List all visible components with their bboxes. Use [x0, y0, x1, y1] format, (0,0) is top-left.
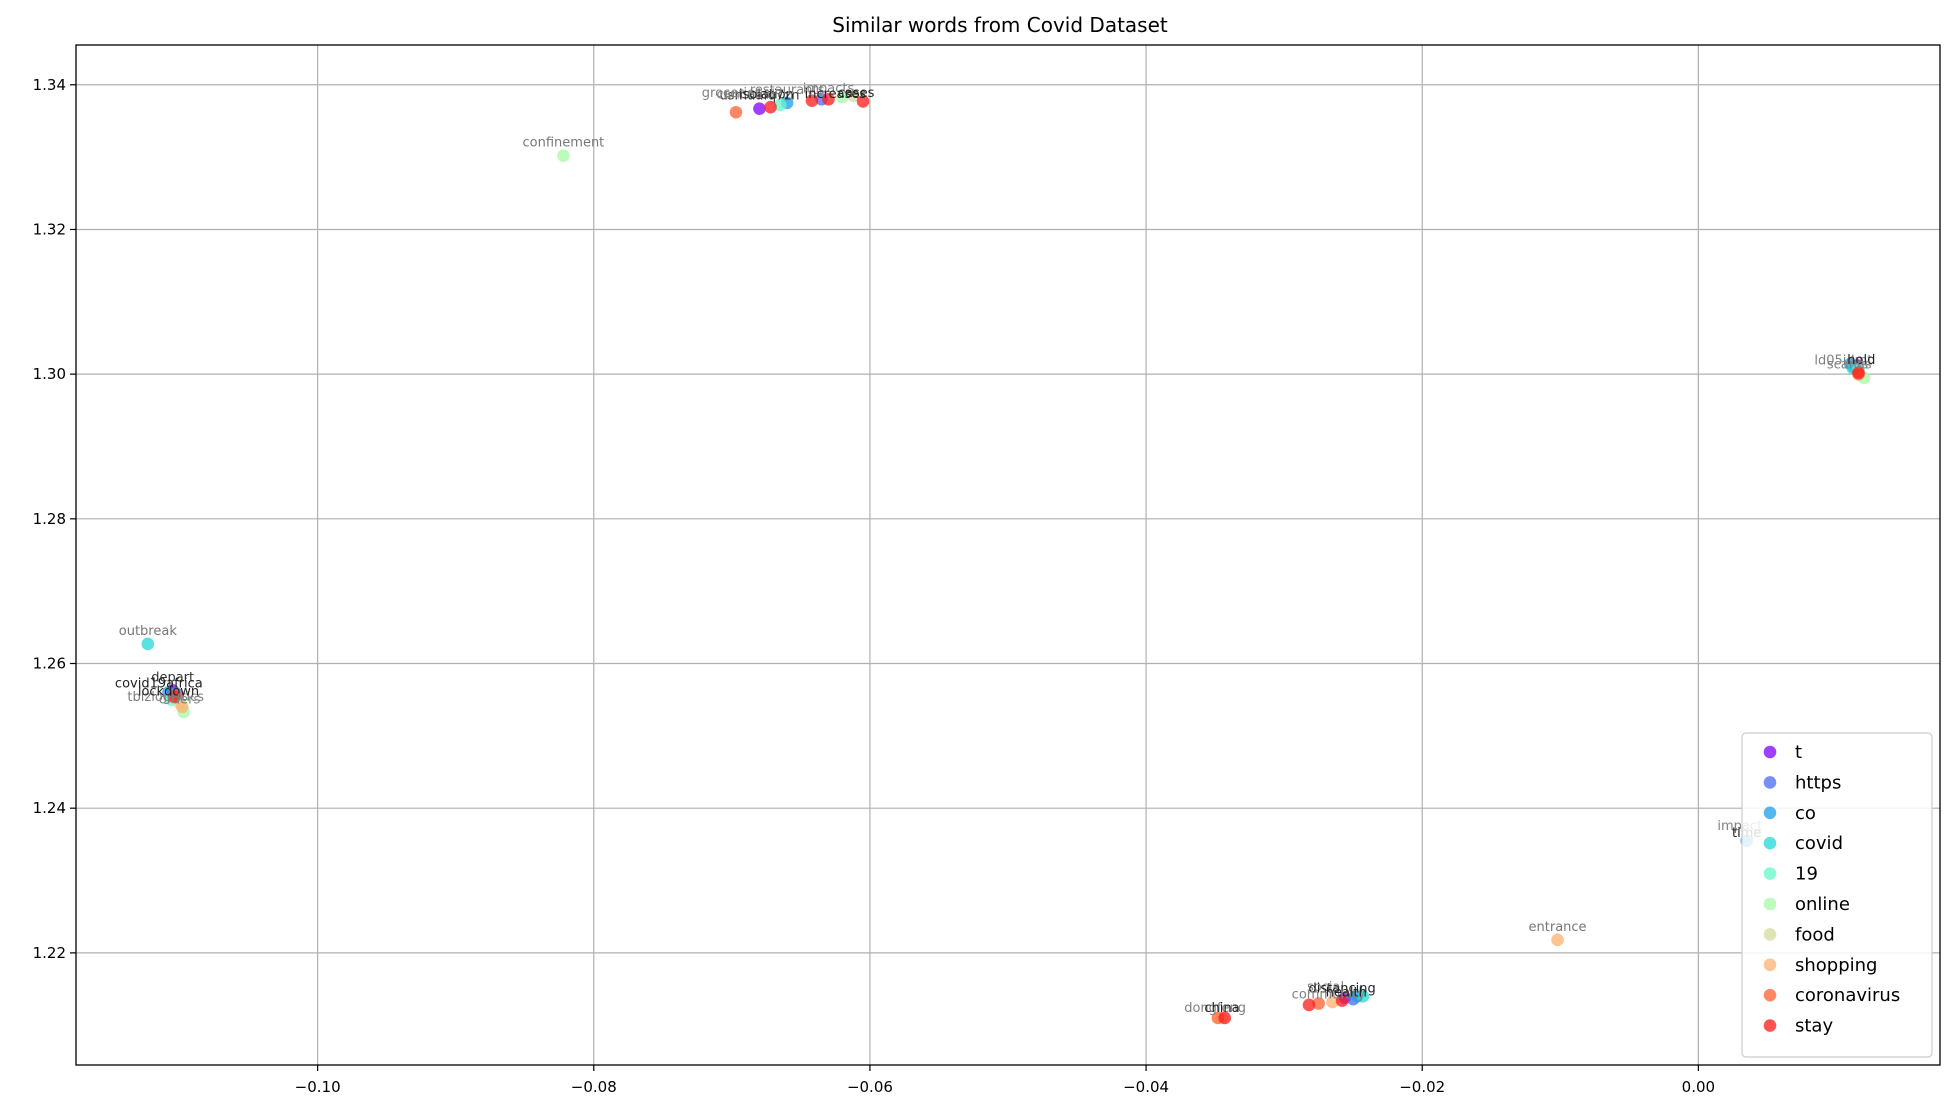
- legend-box: [1741, 732, 1933, 1058]
- x-tick-label: −0.08: [571, 1078, 617, 1096]
- point-19: [773, 98, 787, 112]
- legend-marker: [1763, 745, 1777, 759]
- point-label: entrance: [1529, 920, 1587, 935]
- y-tick-label: 1.24: [33, 799, 66, 817]
- word-annotation: tbizlogistics: [127, 690, 204, 705]
- grid: [76, 45, 1940, 1065]
- word-annotation: cases: [838, 86, 875, 101]
- word-annotation: community: [1292, 987, 1366, 1002]
- point-online: [836, 90, 849, 104]
- legend-marker: [1763, 776, 1777, 789]
- legend-label: t: [1795, 742, 1802, 763]
- word-annotation: orders: [159, 692, 201, 707]
- point-stay: [856, 95, 870, 108]
- legend-marker: [1763, 988, 1777, 1002]
- legend-marker: [1763, 958, 1777, 972]
- point-covid: [141, 637, 155, 651]
- chart-title: Similar words from Covid Dataset: [832, 13, 1168, 37]
- y-tick-label: 1.28: [33, 510, 66, 528]
- point-stay: [1218, 1011, 1232, 1025]
- word-annotation: distancing: [1309, 982, 1376, 997]
- x-tick-label: 0.00: [1682, 1078, 1715, 1096]
- word-annotation: groceries: [702, 86, 762, 101]
- y-tick-label: 1.30: [33, 365, 66, 383]
- point-stay: [1852, 366, 1865, 380]
- point-t: [753, 102, 766, 115]
- word-annotation: dongfeng: [1184, 1001, 1246, 1016]
- word-annotation: increases: [805, 87, 867, 102]
- point-label: usmuafq7zn: [719, 89, 799, 104]
- word-annotation: china: [1204, 1001, 1239, 1016]
- point-food: [847, 89, 860, 102]
- point-stay: [167, 690, 181, 704]
- point-coronavirus: [729, 105, 743, 119]
- x-tick-label: −0.02: [1399, 1078, 1445, 1096]
- point-stay: [1335, 994, 1349, 1007]
- y-tick-label: 1.34: [33, 76, 66, 94]
- legend-label: co: [1795, 803, 1816, 824]
- point-shopping: [1326, 995, 1339, 1009]
- legend-label: https: [1795, 772, 1841, 793]
- word-annotation: ld05idmt: [1814, 354, 1872, 369]
- legend-marker: [1763, 867, 1777, 880]
- word-annotation: impacts: [803, 82, 855, 97]
- word-annotation: restaurants: [750, 83, 825, 98]
- legend-marker: [1763, 836, 1777, 850]
- point-covid: [1356, 989, 1370, 1003]
- legend-marker: [1763, 1019, 1777, 1032]
- legend-label: coronavirus: [1795, 985, 1900, 1006]
- x-tick-label: −0.10: [295, 1078, 341, 1096]
- legend-marker: [1763, 928, 1777, 941]
- point-stay: [764, 100, 777, 114]
- word-annotation: lockdown: [138, 684, 199, 699]
- word-annotation: covid19africa: [115, 676, 203, 691]
- plot-frame: [75, 44, 1941, 1066]
- legend-label: food: [1795, 924, 1835, 945]
- word-annotation: social: [1307, 980, 1344, 995]
- word-annotation: hold: [1847, 353, 1875, 368]
- legend-marker: [1763, 806, 1777, 820]
- legend: t https co covid 19 online food shopping coronav…: [1741, 732, 1933, 1058]
- word-annotation: isolation: [739, 88, 794, 103]
- legend-label: shopping: [1795, 955, 1878, 976]
- word-annotation: canceled: [716, 88, 774, 103]
- point-shopping: [1551, 933, 1564, 947]
- word-annotation: ns: [1857, 357, 1872, 372]
- word-annotation: health: [1326, 985, 1367, 1000]
- word-annotation: scams: [1827, 357, 1869, 372]
- point-shopping: [176, 700, 189, 714]
- legend-marker: [1763, 897, 1777, 911]
- data-points: [141, 89, 1871, 1025]
- axis-ticks: −0.10 −0.08 −0.06 −0.04 −0.02 0.00 1.22 1.24 1.2…: [33, 76, 1715, 1096]
- y-tick-label: 1.32: [33, 220, 66, 238]
- point-label: confinement: [523, 136, 605, 151]
- point-stay: [805, 94, 819, 108]
- x-tick-label: −0.04: [1123, 1078, 1169, 1096]
- point-online: [557, 149, 570, 162]
- point-coronavirus: [1312, 997, 1325, 1010]
- legend-label: covid: [1795, 833, 1843, 854]
- point-label: depart: [151, 670, 194, 685]
- legend-label: 19: [1795, 864, 1818, 885]
- y-tick-label: 1.26: [33, 655, 66, 673]
- legend-label: online: [1795, 894, 1850, 915]
- point-stay: [1302, 998, 1316, 1012]
- legend-label: stay: [1795, 1016, 1833, 1037]
- y-tick-label: 1.22: [33, 944, 66, 962]
- point-stay: [822, 92, 835, 106]
- point-label: outbreak: [119, 624, 178, 639]
- point-labels: usmuafq7zn depart outbreak confinement entra…: [115, 82, 1875, 1016]
- x-tick-label: −0.06: [847, 1078, 893, 1096]
